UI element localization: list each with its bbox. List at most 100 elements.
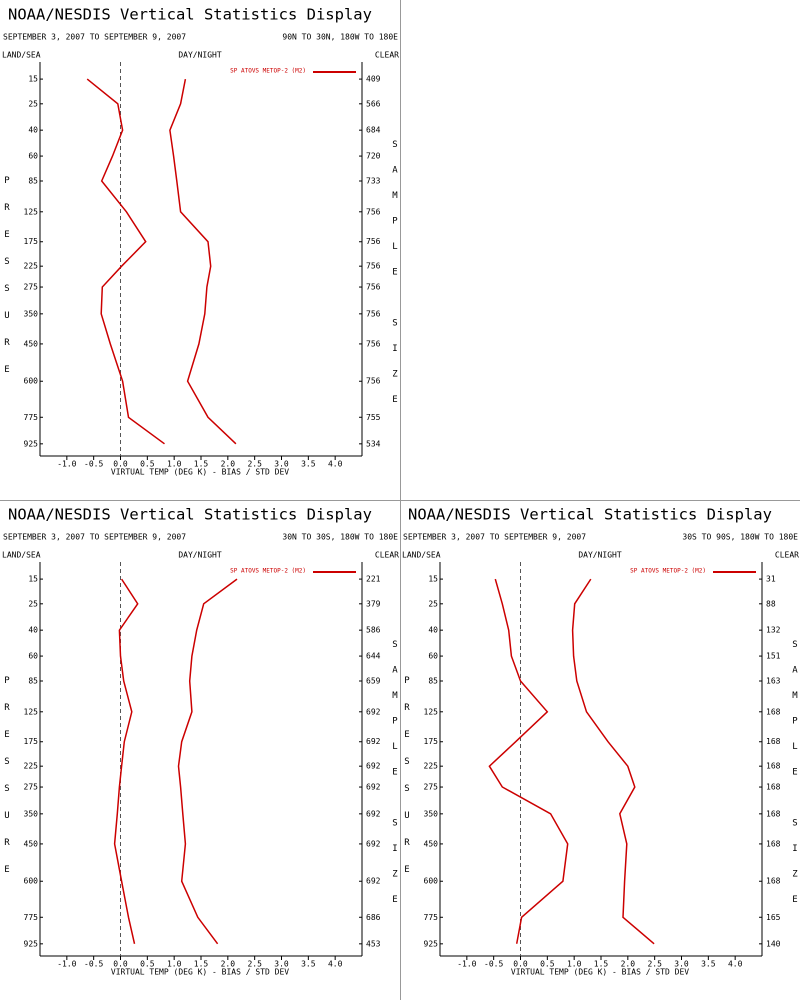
sample-size-label: 692 [366,839,381,848]
sample-size-label: 756 [366,377,381,386]
pressure-tick-label: 275 [424,783,439,792]
pressure-label: PRESSURE [2,676,12,892]
pressure-label: PRESSURE [402,676,412,892]
legend-label: SP ATOVS METOP-2 (M2) [630,568,706,575]
sample-size-label: 88 [766,599,776,608]
pressure-tick-label: 775 [424,913,439,922]
x-tick-label: 1.0 [567,960,582,969]
pressure-tick-label: 15 [28,575,38,584]
x-tick-label: 3.5 [301,460,316,469]
pressure-tick-label: 925 [24,939,39,948]
sample-size-label: 168 [766,762,781,771]
x-tick-label: 1.0 [167,460,182,469]
page-title: NOAA/NESDIS Vertical Statistics Display [8,506,372,524]
profile-line [571,578,655,945]
clear-label: CLEAR [775,551,799,560]
x-tick-label: -0.5 [84,960,103,969]
page-title: NOAA/NESDIS Vertical Statistics Display [408,506,772,524]
pressure-tick-label: 600 [24,877,39,886]
x-tick-label: 2.5 [247,460,262,469]
sample-size-label: 140 [766,939,781,948]
sample-size-label: 755 [366,413,381,422]
sample-size-label: 566 [366,99,381,108]
x-tick-label: -1.0 [57,960,76,969]
pressure-tick-label: 60 [28,652,38,661]
sample-size-label: 168 [766,809,781,818]
profile-line [113,578,139,944]
x-tick-label: -1.0 [457,960,476,969]
sample-size-label: 692 [366,707,381,716]
clear-label: CLEAR [375,51,399,60]
sample-size-label: SAMPLE SIZE [790,640,800,921]
x-tick-label: 3.0 [674,960,689,969]
sample-size-label: 379 [366,599,381,608]
sample-size-label: 644 [366,652,381,661]
x-tick-label: 3.0 [274,960,289,969]
pressure-tick-label: 40 [28,626,38,635]
pressure-tick-label: 60 [28,152,38,161]
x-tick-label: 0.5 [540,960,555,969]
x-tick-label: 2.5 [247,960,262,969]
x-tick-label: 0.0 [513,960,528,969]
pressure-tick-label: 775 [24,913,39,922]
x-tick-label: -0.5 [484,960,503,969]
sample-size-label: 151 [766,652,781,661]
sample-size-label: 168 [766,707,781,716]
pressure-tick-label: 175 [24,237,39,246]
x-tick-label: 3.0 [274,460,289,469]
x-tick-label: 4.0 [728,960,743,969]
sample-size-label: 692 [366,877,381,886]
x-tick-label: 2.0 [221,960,236,969]
x-tick-label: 0.5 [140,960,155,969]
x-tick-label: 0.0 [113,460,128,469]
pressure-tick-label: 225 [24,762,39,771]
x-tick-label: 2.0 [621,960,636,969]
date-range: SEPTEMBER 3, 2007 TO SEPTEMBER 9, 2007 [403,533,586,542]
pressure-tick-label: 85 [28,676,38,685]
region: 30N TO 30S, 180W TO 180E [282,533,398,542]
x-axis-label: VIRTUAL TEMP (DEG K) - BIAS / STD DEV [111,468,289,477]
pressure-tick-label: 85 [428,676,438,685]
clear-label: CLEAR [375,551,399,560]
sample-size-label: 168 [766,783,781,792]
land-sea-label: LAND/SEA [2,51,41,60]
x-tick-label: 1.5 [594,960,609,969]
pressure-tick-label: 275 [24,283,39,292]
pressure-tick-label: 60 [428,652,438,661]
x-axis-label: VIRTUAL TEMP (DEG K) - BIAS / STD DEV [511,968,689,977]
pressure-tick-label: 85 [28,176,38,185]
pressure-tick-label: 40 [28,126,38,135]
pressure-tick-label: 15 [428,575,438,584]
pressure-tick-label: 775 [24,413,39,422]
sample-size-label: 686 [366,913,381,922]
land-sea-label: LAND/SEA [2,551,41,560]
pressure-tick-label: 925 [424,939,439,948]
pressure-tick-label: 925 [24,439,39,448]
pressure-tick-label: 450 [424,839,439,848]
x-axis-label: VIRTUAL TEMP (DEG K) - BIAS / STD DEV [111,968,289,977]
sample-size-label: 659 [366,676,381,685]
region: 30S TO 90S, 180W TO 180E [682,533,798,542]
pressure-tick-label: 125 [424,707,439,716]
pressure-label: PRESSURE [2,176,12,392]
sample-size-label: 221 [366,575,381,584]
sample-size-label: 756 [366,262,381,271]
sample-size-label: 756 [366,283,381,292]
legend-label: SP ATOVS METOP-2 (M2) [230,568,306,575]
legend-label: SP ATOVS METOP-2 (M2) [230,68,306,75]
pressure-tick-label: 450 [24,339,39,348]
profile-line [177,578,238,945]
x-tick-label: 4.0 [328,460,343,469]
sample-size-label: SAMPLE SIZE [390,140,400,421]
x-tick-label: 3.5 [701,960,716,969]
date-range: SEPTEMBER 3, 2007 TO SEPTEMBER 9, 2007 [3,533,186,542]
sample-size-label: 733 [366,176,381,185]
sample-size-label: 756 [366,309,381,318]
horizontal-separator [0,500,800,501]
pressure-tick-label: 25 [28,599,38,608]
land-sea-label: LAND/SEA [402,551,441,560]
chart: NOAA/NESDIS Vertical Statistics Display S… [2,6,399,477]
sample-size-label: 692 [366,762,381,771]
pressure-tick-label: 450 [24,839,39,848]
